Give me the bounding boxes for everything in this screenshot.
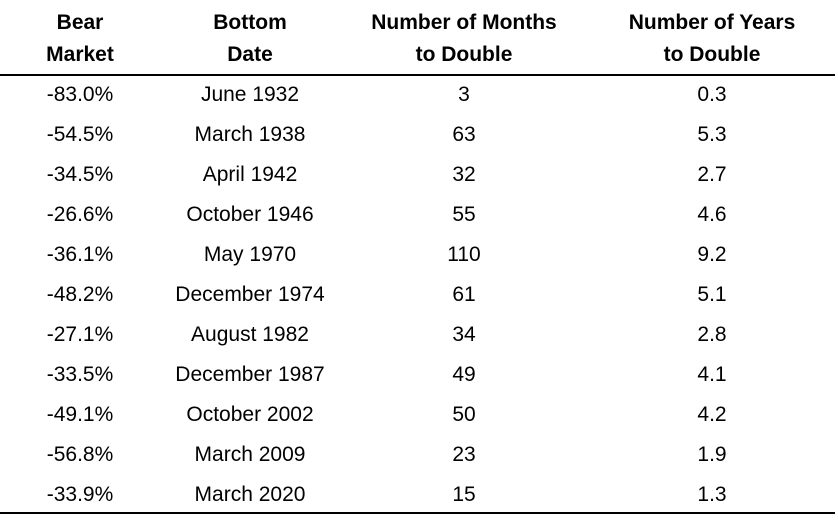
- table-cell: 55: [452, 203, 476, 226]
- header-cell: Market: [46, 43, 114, 66]
- table-cell: August 1982: [191, 323, 309, 346]
- table-cell: -33.5%: [46, 363, 114, 386]
- table-cell: June 1932: [200, 83, 300, 106]
- bottom-rule: [0, 512, 835, 514]
- table-cell: 15: [452, 483, 476, 506]
- header-cell: Bear: [56, 11, 104, 34]
- header-cell: Number of Months: [371, 11, 557, 34]
- table-cell: 0.3: [697, 83, 727, 106]
- table-cell: March 2009: [194, 443, 306, 466]
- table-cell: -83.0%: [46, 83, 114, 106]
- table-cell: 3: [458, 83, 470, 106]
- table-cell: 2.7: [697, 163, 727, 186]
- table-cell: 2.8: [697, 323, 727, 346]
- table-cell: -56.8%: [46, 443, 114, 466]
- table-cell: March 2020: [194, 483, 306, 506]
- header-cell: to Double: [663, 43, 761, 66]
- table-cell: 63: [452, 123, 476, 146]
- table-cell: -27.1%: [46, 323, 114, 346]
- table-cell: -34.5%: [46, 163, 114, 186]
- table-cell: October 1946: [186, 203, 314, 226]
- header-cell: Bottom: [213, 11, 287, 34]
- table-cell: -48.2%: [46, 283, 114, 306]
- table-cell: -36.1%: [46, 243, 114, 266]
- header-cell: Date: [227, 43, 273, 66]
- table-cell: October 2002: [186, 403, 314, 426]
- table-cell: 50: [452, 403, 476, 426]
- table-cell: 1.3: [697, 483, 727, 506]
- header-rule: [0, 74, 835, 76]
- header-cell: to Double: [415, 43, 513, 66]
- table-cell: -26.6%: [46, 203, 114, 226]
- table-cell: 1.9: [697, 443, 727, 466]
- table-cell: 34: [452, 323, 476, 346]
- table-cell: 4.2: [697, 403, 727, 426]
- table-cell: December 1987: [175, 363, 325, 386]
- table-cell: 4.6: [697, 203, 727, 226]
- table-cell: 4.1: [697, 363, 727, 386]
- table-cell: 5.3: [697, 123, 727, 146]
- table-cell: March 1938: [194, 123, 306, 146]
- table-cell: 9.2: [697, 243, 727, 266]
- table-cell: 5.1: [697, 283, 727, 306]
- header-cell: Number of Years: [628, 11, 796, 34]
- table-cell: 49: [452, 363, 476, 386]
- table-cell: 61: [452, 283, 476, 306]
- table-cell: -54.5%: [46, 123, 114, 146]
- table-cell: 32: [452, 163, 476, 186]
- table-cell: December 1974: [175, 283, 325, 306]
- table-cell: April 1942: [202, 163, 298, 186]
- table-cell: May 1970: [203, 243, 297, 266]
- table-cell: 23: [452, 443, 476, 466]
- table-cell: -49.1%: [46, 403, 114, 426]
- table-cell: -33.9%: [46, 483, 114, 506]
- table-cell: 110: [447, 243, 481, 266]
